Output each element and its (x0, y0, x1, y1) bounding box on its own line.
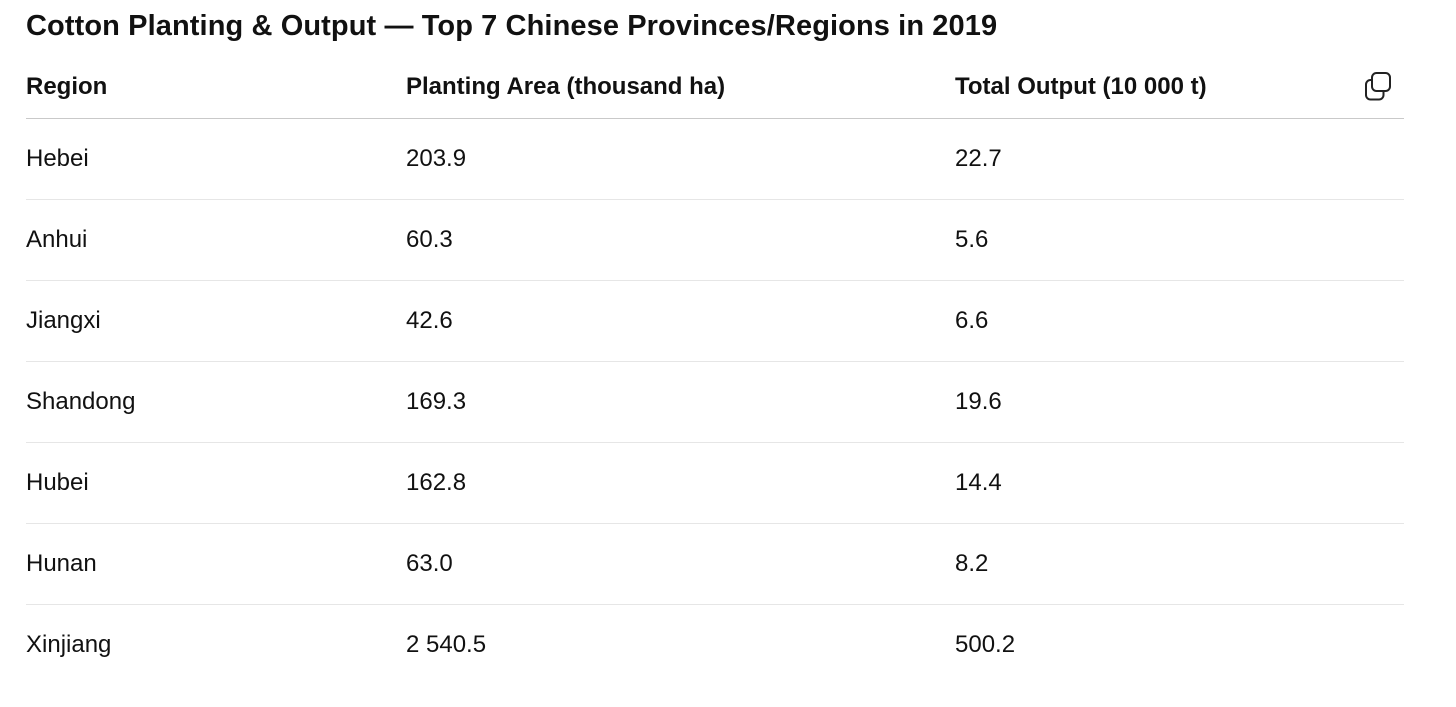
cell-region: Hebei (26, 145, 89, 172)
cell-region: Jiangxi (26, 307, 101, 334)
column-header-total-output: Total Output (10 000 t) (955, 73, 1207, 100)
cell-region: Xinjiang (26, 631, 112, 658)
table-header-row: Region Planting Area (thousand ha) Total… (26, 64, 1404, 119)
table-row: Xinjiang 2 540.5 500.2 (26, 605, 1404, 686)
column-header-planting-area: Planting Area (thousand ha) (406, 73, 726, 100)
cell-planting-area: 60.3 (406, 226, 453, 253)
cell-planting-area: 2 540.5 (406, 631, 487, 658)
cell-region: Shandong (26, 388, 136, 415)
cell-planting-area: 63.0 (406, 550, 453, 577)
copy-icon (1365, 72, 1391, 101)
cell-total-output: 14.4 (955, 469, 1002, 496)
cell-planting-area: 162.8 (406, 469, 467, 496)
cell-region: Hubei (26, 469, 89, 496)
table-row: Hunan 63.0 8.2 (26, 524, 1404, 605)
table-row: Anhui 60.3 5.6 (26, 200, 1404, 281)
copy-table-button[interactable] (1362, 70, 1394, 102)
cell-planting-area: 42.6 (406, 307, 453, 334)
table-row: Shandong 169.3 19.6 (26, 362, 1404, 443)
cell-total-output: 6.6 (955, 307, 989, 334)
cell-region: Hunan (26, 550, 97, 577)
table-title: Cotton Planting & Output — Top 7 Chinese… (26, 10, 998, 42)
cell-total-output: 19.6 (955, 388, 1002, 415)
table-row: Hebei 203.9 22.7 (26, 119, 1404, 200)
table-row: Hubei 162.8 14.4 (26, 443, 1404, 524)
data-table: Region Planting Area (thousand ha) Total… (26, 64, 1404, 686)
table-row: Jiangxi 42.6 6.6 (26, 281, 1404, 362)
cell-planting-area: 203.9 (406, 145, 467, 172)
cell-total-output: 22.7 (955, 145, 1002, 172)
column-header-region: Region (26, 73, 108, 100)
cell-region: Anhui (26, 226, 88, 253)
cell-planting-area: 169.3 (406, 388, 467, 415)
cell-total-output: 500.2 (955, 631, 1016, 658)
cell-total-output: 5.6 (955, 226, 989, 253)
cell-total-output: 8.2 (955, 550, 989, 577)
